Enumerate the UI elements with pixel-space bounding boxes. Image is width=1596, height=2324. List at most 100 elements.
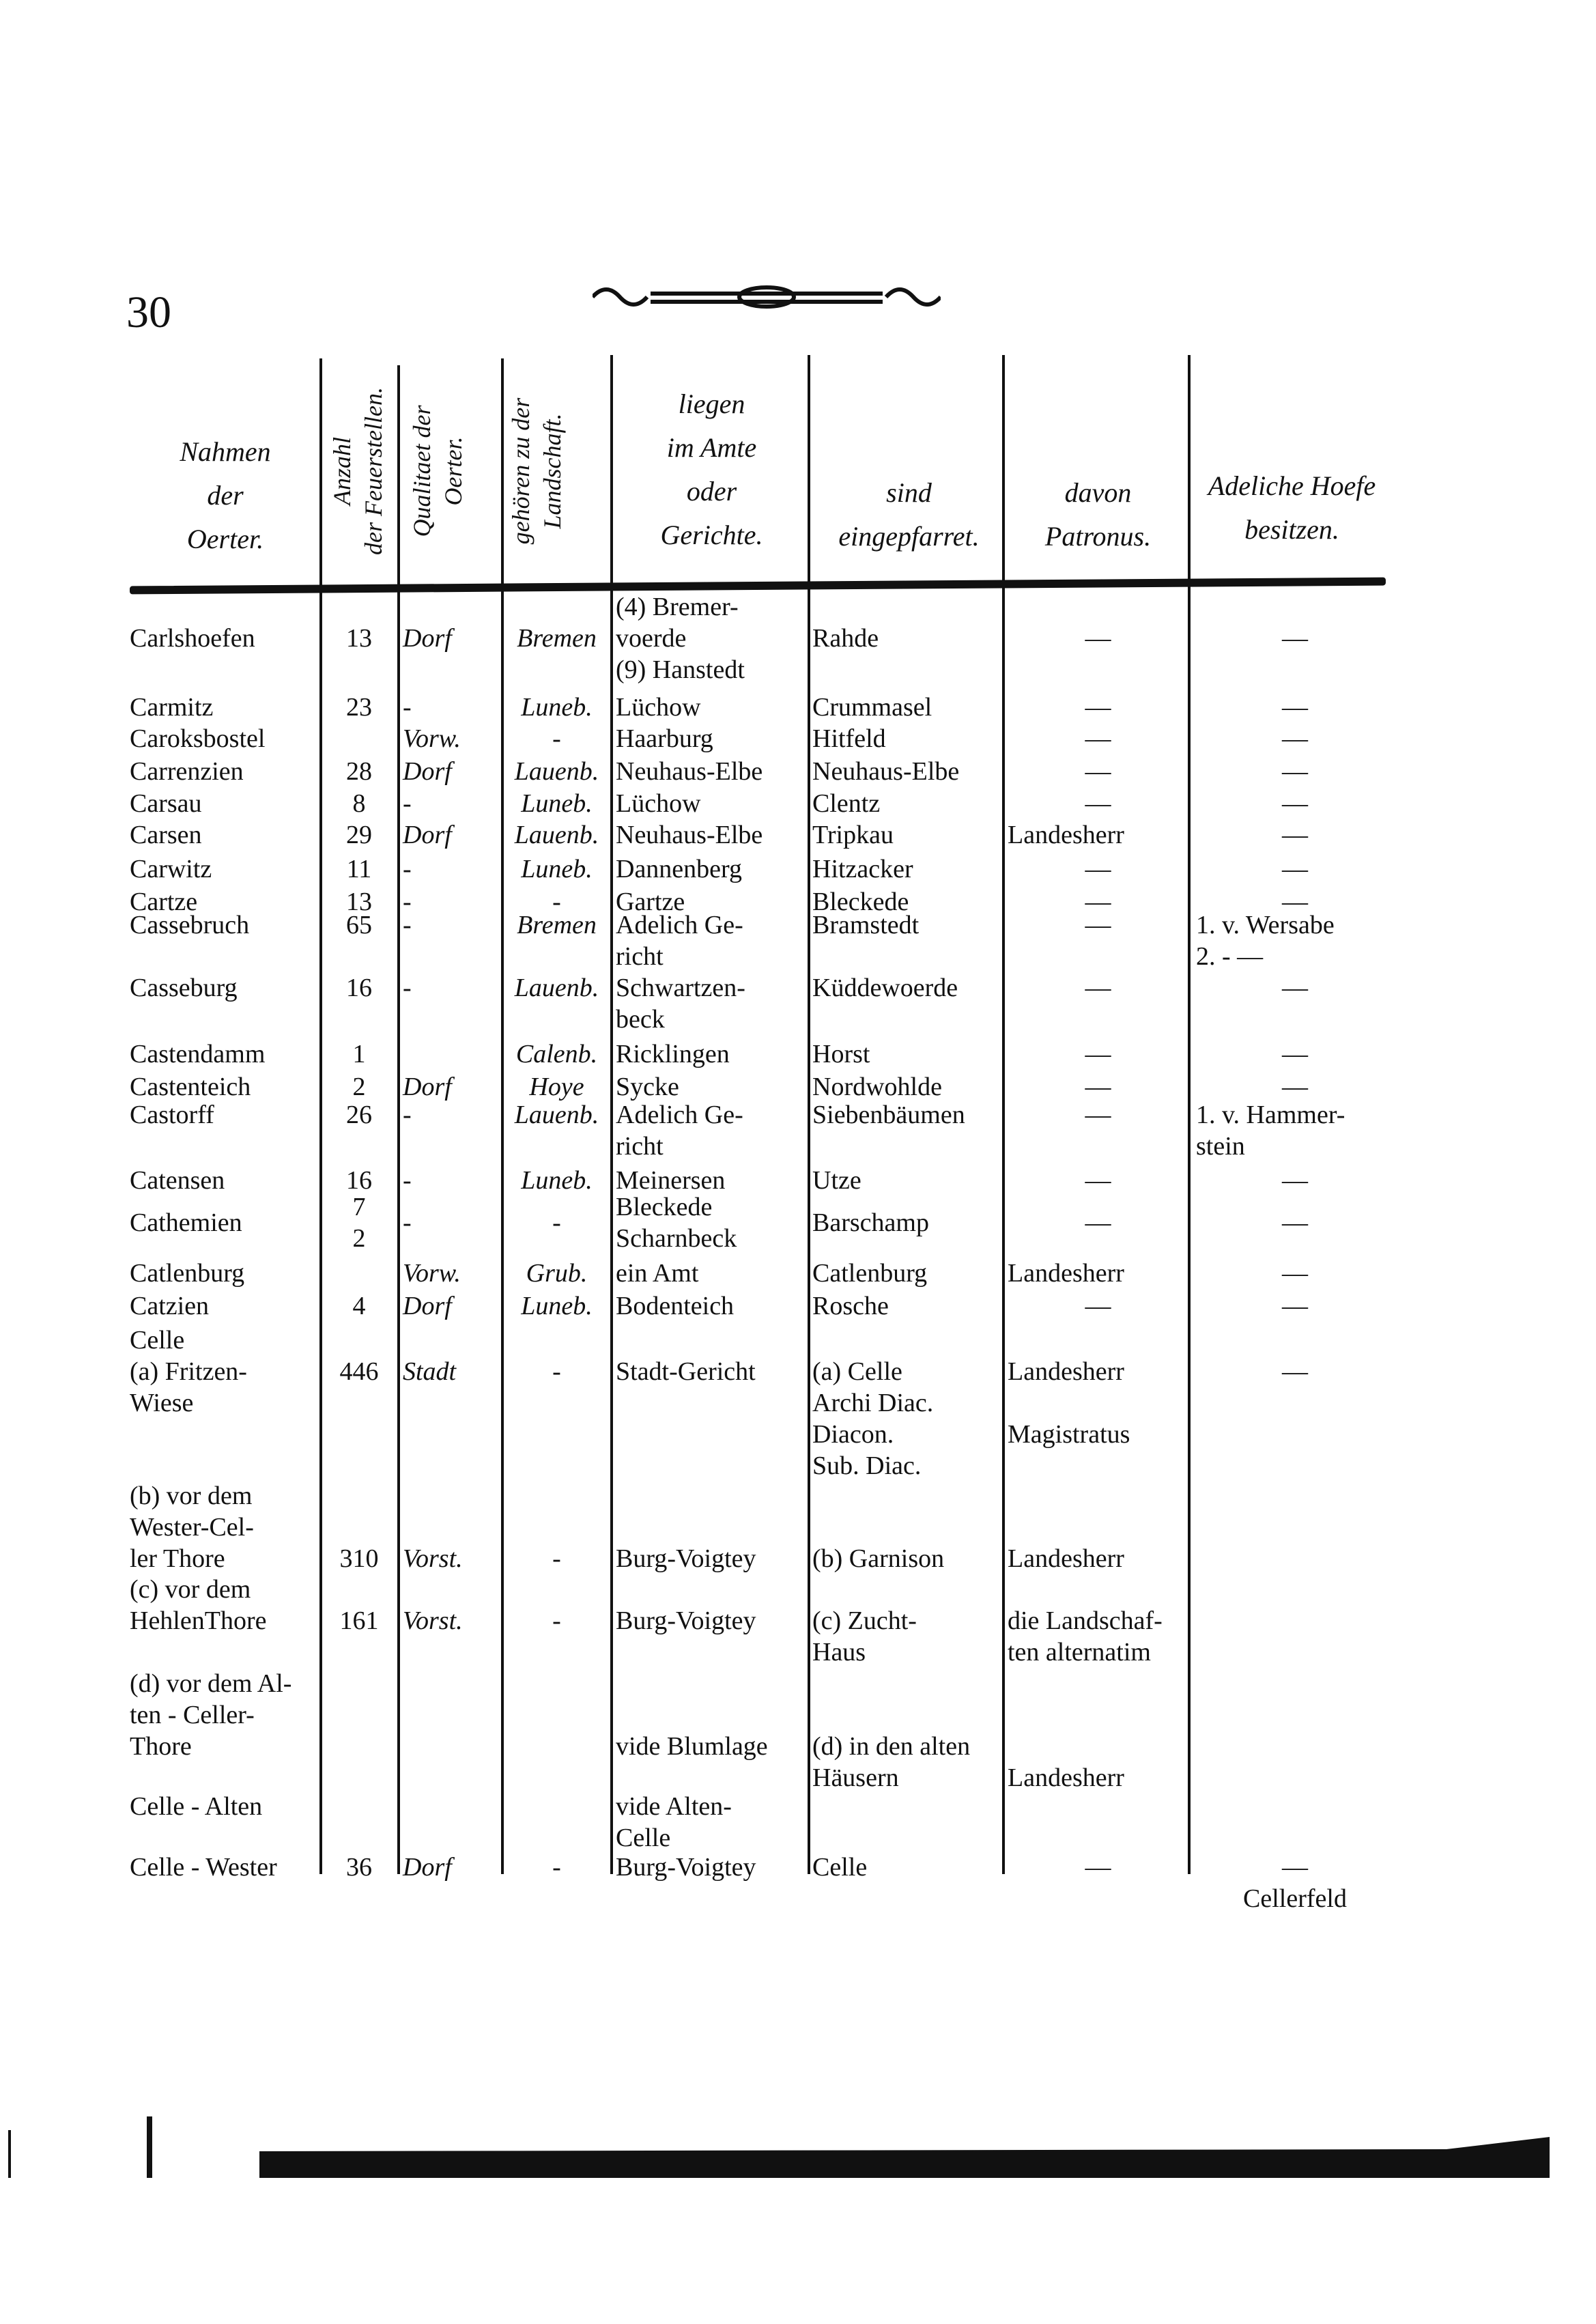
cell-eingepfarret: Clentz bbox=[812, 789, 881, 818]
cell-patronus: — bbox=[1085, 789, 1111, 818]
cell-patronus: — bbox=[1085, 1166, 1111, 1195]
cell-eingepfarret: Siebenbäumen bbox=[812, 1101, 965, 1129]
cell-landschaft: - bbox=[552, 1357, 561, 1386]
cell-landschaft: Luneb. bbox=[521, 1292, 593, 1320]
cell-adeliche: — bbox=[1282, 624, 1308, 653]
header-quality: Qualitaet der Oerter. bbox=[408, 405, 467, 537]
cell-name: Castorff bbox=[130, 1101, 214, 1129]
cell-count: 310 bbox=[339, 1544, 379, 1573]
cell-count: 16 bbox=[346, 974, 372, 1002]
cell-eingepfarret: Tripkau bbox=[812, 821, 894, 849]
cell-name: Caroksbostel bbox=[130, 724, 266, 753]
column-divider bbox=[1188, 355, 1191, 1874]
cell-amt: Lüchow bbox=[616, 789, 701, 818]
cell-eingepfarret: Barschamp bbox=[812, 1208, 929, 1237]
cell-count: 13 bbox=[346, 624, 372, 653]
cell-adeliche: — bbox=[1282, 821, 1308, 849]
cell-count: 13 bbox=[346, 888, 372, 916]
cell-name: Cathemien bbox=[130, 1208, 242, 1237]
cell-amt: Neuhaus-Elbe bbox=[616, 821, 763, 849]
cell-amt: Sycke bbox=[616, 1073, 679, 1101]
cell-landschaft: Luneb. bbox=[521, 693, 593, 722]
cell-patronus: — bbox=[1085, 974, 1111, 1002]
cell-landschaft: Luneb. bbox=[521, 855, 593, 883]
cell-quality: Dorf bbox=[403, 757, 452, 786]
column-divider bbox=[319, 358, 322, 1874]
cell-name: Carrenzien bbox=[130, 757, 244, 786]
cell-quality: Dorf bbox=[403, 821, 452, 849]
cell-patronus: — bbox=[1085, 911, 1111, 939]
cell-name: Castenteich bbox=[130, 1073, 251, 1101]
header-amt: liegen im Amte oder Gerichte. bbox=[660, 388, 763, 550]
cell-amt: vide Blumlage bbox=[616, 1732, 768, 1761]
cell-count: 16 bbox=[346, 1166, 372, 1195]
cell-eingepfarret: Rosche bbox=[812, 1292, 889, 1320]
cell-count: 7 2 bbox=[352, 1193, 366, 1253]
header-landschaft: gehören zu der Landschaft. bbox=[507, 397, 566, 545]
cell-count: 28 bbox=[346, 757, 372, 786]
cell-quality: - bbox=[403, 911, 412, 939]
header-patronus: davon Patronus. bbox=[1044, 477, 1152, 552]
cell-landschaft: Bremen bbox=[517, 911, 597, 939]
scan-mark bbox=[147, 2116, 152, 2178]
cell-name: Celle - Wester bbox=[130, 1853, 277, 1882]
cell-amt: Adelich Ge- richt bbox=[616, 1101, 743, 1161]
cell-patronus: — bbox=[1085, 1208, 1111, 1237]
cell-patronus: die Landschaf- ten alternatim bbox=[1008, 1606, 1163, 1667]
cell-eingepfarret: Utze bbox=[812, 1166, 861, 1195]
cell-adeliche: — bbox=[1282, 1357, 1308, 1386]
cell-amt: Burg-Voigtey bbox=[616, 1853, 756, 1882]
cell-quality: Vorw. bbox=[403, 724, 461, 753]
cell-eingepfarret: (c) Zucht- Haus bbox=[812, 1606, 917, 1667]
cell-eingepfarret: Bleckede bbox=[812, 888, 909, 916]
column-divider bbox=[397, 365, 400, 1874]
cell-amt: Haarburg bbox=[616, 724, 713, 753]
cell-patronus: — bbox=[1085, 1853, 1111, 1882]
cell-eingepfarret: Bramstedt bbox=[812, 911, 920, 939]
cell-adeliche: — bbox=[1282, 789, 1308, 818]
cell-amt: Gartze bbox=[616, 888, 685, 916]
cell-count: 11 bbox=[346, 855, 372, 883]
cell-quality: Stadt bbox=[403, 1357, 457, 1386]
cell-amt: Stadt-Gericht bbox=[616, 1357, 756, 1386]
cell-patronus: Landesherr bbox=[1008, 1763, 1124, 1792]
cell-quality: Dorf bbox=[403, 624, 452, 653]
cell-landschaft: Luneb. bbox=[521, 1166, 593, 1195]
scan-mark bbox=[8, 2130, 11, 2178]
cell-adeliche: — bbox=[1282, 888, 1308, 916]
cell-name: (d) vor dem Al- ten - Celler- Thore bbox=[130, 1669, 292, 1761]
cell-name: Celle - Alten bbox=[130, 1792, 263, 1821]
column-divider bbox=[501, 358, 504, 1874]
cell-amt: Bodenteich bbox=[616, 1292, 735, 1320]
cell-quality: Dorf bbox=[403, 1853, 452, 1882]
cell-quality: - bbox=[403, 1208, 412, 1237]
cell-name: Castendamm bbox=[130, 1040, 266, 1068]
cell-quality: - bbox=[403, 974, 412, 1002]
cell-name: Cartze bbox=[130, 888, 198, 916]
cell-amt: Adelich Ge- richt bbox=[616, 911, 743, 971]
cell-quality: Vorst. bbox=[403, 1606, 463, 1635]
cell-patronus: — bbox=[1085, 1073, 1111, 1101]
cell-quality: - bbox=[403, 1101, 412, 1129]
cell-name: (b) vor dem Wester-Cel- ler Thore bbox=[130, 1482, 254, 1573]
cell-count: 26 bbox=[346, 1101, 372, 1129]
cell-amt: Schwartzen- beck bbox=[616, 974, 745, 1034]
cell-quality: Dorf bbox=[403, 1292, 452, 1320]
cell-landschaft: Grub. bbox=[526, 1259, 588, 1288]
cell-eingepfarret: Catlenburg bbox=[812, 1259, 928, 1288]
cell-eingepfarret: (d) in den alten Häusern bbox=[812, 1732, 971, 1792]
cell-eingepfarret: Hitzacker bbox=[812, 855, 913, 883]
cell-amt: Bleckede Scharnbeck bbox=[616, 1193, 737, 1253]
cell-landschaft: Bremen bbox=[517, 624, 597, 653]
cell-count: 4 bbox=[352, 1292, 366, 1320]
cell-patronus: — bbox=[1085, 624, 1111, 653]
cell-eingepfarret: (a) Celle Archi Diac. Diacon. Sub. Diac. bbox=[812, 1357, 934, 1480]
cell-amt: Lüchow bbox=[616, 693, 701, 722]
cell-name: Catzien bbox=[130, 1292, 210, 1320]
cell-landschaft: - bbox=[552, 1544, 561, 1573]
cell-name: Carsau bbox=[130, 789, 202, 818]
cell-patronus: Landesherr bbox=[1008, 821, 1124, 849]
cell-eingepfarret: Crummasel bbox=[812, 693, 932, 722]
cell-quality: - bbox=[403, 855, 412, 883]
cell-count: 8 bbox=[352, 789, 366, 818]
